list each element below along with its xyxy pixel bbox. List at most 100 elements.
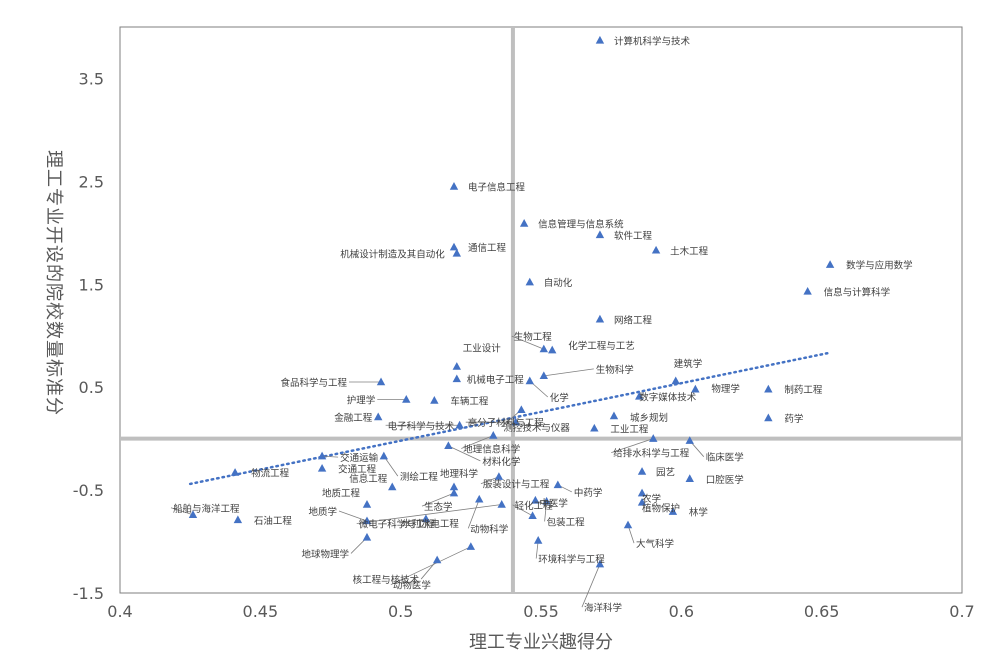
data-point-marker [531,495,540,504]
data-point-marker [764,384,773,393]
data-point-label: 动物医学 [393,580,431,592]
data-point-label: 化学 [550,392,569,404]
data-point-marker [553,480,563,489]
data-point-label: 机械设计制造及其自动化 [340,248,445,260]
data-point-marker [374,412,383,421]
data-point-marker [623,520,633,529]
data-point-marker [691,384,700,393]
x-tick-labels: 0.4 0.45 0.5 0.55 0.6 0.65 0.7 [107,602,974,621]
data-point-label: 城乡规划 [630,412,668,424]
data-point-label: 地理科学 [440,468,478,480]
data-point-marker [533,536,543,544]
data-point-marker [421,514,431,523]
data-point-marker [685,436,694,444]
data-point-marker [609,411,619,420]
x-tick-label: 0.6 [669,602,694,621]
data-point-label: 交通工程 [338,463,377,475]
data-point-label: 数学与应用数学 [846,260,913,272]
data-point-label: 中医学 [539,497,568,509]
y-tick-label: 0.5 [79,378,104,397]
data-point-marker [362,499,372,508]
data-point-label: 软件工程 [614,230,653,242]
data-point-label: 生物科学 [596,364,634,376]
data-point-marker [466,542,476,550]
data-point-marker [764,413,773,422]
data-point-marker [525,277,534,286]
data-point-label: 自动化 [544,277,573,289]
x-tick-label: 0.65 [804,602,840,621]
data-point-label: 交通运输 [340,452,379,464]
data-point-label: 口腔医学 [706,474,744,486]
data-point-label: 信息与计算科学 [824,286,891,298]
label-leader-line [611,438,654,454]
data-point-label: 海洋科学 [584,602,622,614]
data-point-label: 植物保护 [642,502,680,514]
data-point-label: 给排水科学与工程 [613,448,690,460]
label-leader-line [581,564,601,608]
data-point-label: 包装工程 [547,516,586,528]
data-point-label: 机械电子工程 [467,374,525,386]
data-point-label: 数字媒体技术 [639,391,697,403]
x-tick-label: 0.7 [949,602,974,621]
data-point-marker [230,468,240,476]
data-point-marker [449,182,459,190]
data-point-marker [637,497,647,506]
data-point-marker [388,482,397,491]
data-point-marker [362,532,372,541]
x-tick-label: 0.4 [107,602,132,621]
data-points [188,35,835,568]
label-leader-line [322,455,339,458]
data-point-marker [595,314,605,323]
label-leader-line [511,335,544,350]
x-tick-label: 0.5 [388,602,413,621]
data-point-marker [637,488,647,497]
data-point-label: 环境科学与工程 [538,554,605,566]
label-leader-line [543,368,594,377]
label-leader-line [461,435,494,449]
data-point-marker [497,499,506,508]
y-tick-label: -1.5 [73,584,104,603]
data-point-label: 信息工程 [349,473,388,485]
data-point-label: 工业工程 [610,424,649,435]
data-point-label: 护理学 [347,395,376,407]
data-point-label: 食品科学与工程 [281,377,348,389]
data-point-label: 制药工程 [784,384,823,396]
data-point-marker [519,219,529,227]
data-point-label: 金融工程 [334,412,373,424]
data-point-marker [528,511,537,520]
trendline [188,351,829,486]
data-point-label: 高分子材料与工程 [468,417,545,429]
data-point-marker [233,515,243,524]
data-point-marker [590,423,599,432]
data-point-marker [317,451,327,460]
data-point-label: 轻化工程 [515,500,554,512]
x-axis-title: 理工专业兴趣得分 [469,632,613,653]
data-point-label: 地质工程 [322,487,361,499]
data-point-marker [539,371,549,380]
data-point-marker [444,441,453,450]
data-point-label: 测控技术与仪器 [503,422,570,434]
data-point-marker [362,516,372,525]
data-point-label: 大气科学 [636,538,674,550]
data-point-marker [651,245,661,254]
label-leader-line [467,499,480,529]
data-point-marker [449,242,459,251]
data-point-label: 计算机科学与技术 [614,35,691,47]
data-point-marker [452,362,461,370]
data-point-marker [188,510,198,518]
data-point-label: 船舶与海洋工程 [173,503,240,515]
data-point-label: 网络工程 [614,314,653,326]
data-point-label: 核工程与核技术 [353,574,420,586]
data-point-label: 林学 [689,507,708,519]
data-point-marker [595,230,605,239]
data-point-label: 生物工程 [514,331,553,343]
data-point-marker [649,434,658,442]
data-point-label: 中药学 [574,487,603,499]
data-point-marker [452,374,461,383]
data-point-marker [671,376,680,385]
data-point-label: 药学 [784,413,803,425]
y-tick-label: 1.5 [79,275,104,294]
data-point-marker [475,494,484,503]
data-point-label: 物理学 [711,383,740,395]
label-leader-line [512,504,533,517]
